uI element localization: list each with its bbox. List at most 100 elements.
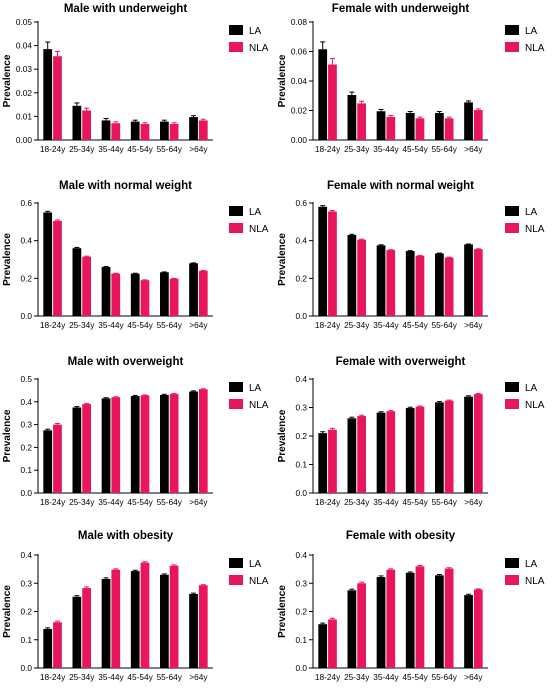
y-tick-label: 0.0 — [295, 488, 307, 498]
bar-nla — [53, 220, 62, 316]
bar-nla — [444, 257, 454, 316]
legend-swatch-la — [505, 558, 519, 568]
bar-nla — [140, 562, 150, 668]
y-tick-label: 0.4 — [295, 550, 307, 560]
bar-la — [130, 121, 140, 140]
bar-la — [347, 418, 357, 493]
bar-nla — [473, 394, 483, 493]
y-axis-label: Prevalence — [2, 54, 13, 107]
y-tick-label: 0.06 — [291, 47, 308, 57]
legend-swatch-nla — [229, 42, 243, 52]
bar-la — [160, 394, 169, 493]
x-tick-label: >64y — [464, 672, 483, 682]
chart-title: Female with obesity — [346, 530, 456, 542]
y-axis-label: Prevalence — [2, 233, 13, 286]
x-tick-label: 35-44y — [98, 144, 124, 154]
bar-la — [101, 120, 111, 140]
y-axis-label: Prevalence — [277, 54, 288, 107]
bar-la — [189, 117, 198, 140]
x-tick-label: 35-44y — [98, 320, 124, 330]
y-tick-label: 0.6 — [20, 198, 32, 208]
y-tick-label: 0.04 — [291, 76, 308, 86]
x-tick-label: >64y — [189, 672, 208, 682]
legend-label-nla: NLA — [525, 400, 545, 411]
legend-label-la: LA — [249, 559, 262, 570]
bar-nla — [415, 255, 425, 316]
y-tick-label: 0.3 — [295, 403, 307, 413]
x-tick-label: 35-44y — [373, 320, 399, 330]
bar-nla — [169, 278, 179, 316]
x-tick-label: 25-34y — [69, 320, 95, 330]
y-tick-label: 0.3 — [295, 578, 307, 588]
chart-title: Male with overweight — [68, 356, 184, 368]
legend-swatch-nla — [505, 575, 519, 585]
chart-panel: Male with obesity Prevalence 0.0 0.1 0.2 0.3 0… — [2, 530, 269, 682]
y-tick-label: 0.2 — [20, 442, 32, 452]
bar-nla — [415, 406, 425, 493]
x-tick-label: 25-34y — [69, 144, 95, 154]
y-tick-label: 0.1 — [295, 460, 307, 470]
y-tick-label: 0.4 — [295, 374, 307, 384]
bar-la — [435, 402, 444, 493]
chart-panel: Female with overweight Prevalence 0.0 0.1 0.… — [277, 356, 545, 507]
legend-label-nla: NLA — [249, 224, 269, 235]
y-axis-label: Prevalence — [277, 409, 288, 462]
x-tick-label: 18-24y — [315, 672, 341, 682]
bar-nla — [386, 411, 396, 493]
bar-nla — [444, 118, 454, 140]
legend-label-la: LA — [249, 26, 262, 37]
y-tick-label: 0.08 — [291, 17, 308, 27]
bar-nla — [357, 583, 366, 668]
bar-nla — [169, 123, 179, 140]
x-tick-label: 25-34y — [344, 320, 370, 330]
bar-la — [130, 571, 140, 668]
y-tick-label: 0.2 — [295, 273, 307, 283]
x-tick-label: 55-64y — [157, 497, 183, 507]
bar-nla — [444, 568, 454, 668]
x-tick-label: >64y — [464, 320, 483, 330]
x-tick-label: 35-44y — [373, 497, 399, 507]
legend-swatch-la — [505, 382, 519, 392]
y-tick-label: 0.4 — [20, 397, 32, 407]
bar-la — [160, 272, 169, 316]
bar-nla — [473, 589, 483, 668]
bar-nla — [169, 394, 179, 493]
y-tick-label: 0.3 — [20, 578, 32, 588]
x-tick-label: 55-64y — [432, 144, 458, 154]
y-tick-label: 0.1 — [20, 635, 32, 645]
x-tick-label: 35-44y — [373, 144, 399, 154]
bar-la — [101, 267, 111, 316]
bar-la — [318, 624, 328, 668]
legend-label-la: LA — [249, 207, 262, 218]
legend-swatch-nla — [229, 575, 243, 585]
legend-label-nla: NLA — [249, 43, 269, 54]
bar-nla — [82, 110, 91, 140]
x-tick-label: 45-54y — [127, 144, 153, 154]
y-tick-label: 0.1 — [295, 635, 307, 645]
bar-nla — [444, 400, 454, 493]
chart-title: Male with obesity — [78, 530, 174, 542]
y-tick-label: 0.4 — [295, 236, 307, 246]
legend-swatch-la — [229, 382, 243, 392]
bar-la — [435, 575, 444, 668]
x-tick-label: >64y — [464, 144, 483, 154]
bar-nla — [357, 103, 366, 140]
legend-label-la: LA — [249, 383, 262, 394]
x-tick-label: 18-24y — [40, 672, 66, 682]
bar-la — [405, 113, 415, 140]
bar-nla — [169, 565, 179, 668]
x-tick-label: 18-24y — [315, 144, 341, 154]
y-tick-label: 0.4 — [20, 236, 32, 246]
x-tick-label: >64y — [189, 497, 208, 507]
bar-la — [43, 430, 53, 493]
legend-label-nla: NLA — [249, 400, 269, 411]
bar-la — [376, 245, 386, 316]
x-tick-label: 45-54y — [127, 320, 153, 330]
legend-swatch-nla — [505, 223, 519, 233]
y-axis-label: Prevalence — [2, 409, 13, 462]
bar-la — [160, 121, 169, 140]
legend-label-la: LA — [525, 383, 538, 394]
x-tick-label: >64y — [189, 144, 208, 154]
chart-panel: Female with obesity Prevalence 0.0 0.1 0.2 0.… — [277, 530, 545, 682]
